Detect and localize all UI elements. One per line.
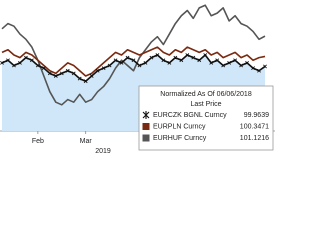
chart: 2019 FebMarAprMayNormalized As Of 06/06/… [0,4,275,155]
point-marker [89,74,94,78]
point-marker [113,58,118,63]
point-marker [203,53,208,57]
point-marker [119,60,124,65]
point-marker [53,74,58,78]
point-marker [12,63,16,68]
point-marker [6,58,10,63]
point-marker [215,58,220,63]
point-marker [101,66,106,71]
point-marker [125,55,130,60]
x-tick-label: Feb [32,138,44,145]
point-marker [239,63,244,68]
legend-swatch [142,111,150,119]
point-marker [131,58,136,63]
point-marker [47,71,52,76]
x-tick-label: Mar [80,138,93,145]
point-marker [185,53,190,57]
legend-swatch [142,123,150,130]
legend-swatch [142,134,150,142]
point-marker [137,63,142,68]
point-marker [77,76,82,81]
series-line [1,46,266,77]
point-marker [0,60,4,65]
point-marker [257,68,261,73]
point-marker [227,60,232,65]
point-marker [173,55,178,60]
legend-value: 99.9639 [244,112,269,119]
point-marker [179,58,184,63]
point-marker [161,58,166,63]
legend-label: EURCZK BGNL Curncy [153,112,227,119]
point-marker [107,63,112,68]
point-marker [191,55,196,60]
point-marker [197,58,202,63]
point-marker [167,60,172,65]
legend-value: 100.3471 [240,123,269,130]
legend-label: EURHUF Curncy [153,135,207,142]
point-marker [35,63,40,68]
legend-subtitle: Last Price [190,101,221,108]
point-marker [29,58,34,63]
point-marker [71,71,76,76]
point-marker [155,53,160,57]
point-marker [143,60,148,65]
legend-box [138,85,274,151]
legend-title: Normalized As Of 06/06/2018 [160,91,252,98]
point-marker [83,79,88,84]
point-marker [23,55,28,60]
point-marker [221,63,226,68]
point-marker [59,71,64,76]
point-marker [41,66,46,71]
legend-value: 101.1216 [240,135,269,142]
point-marker [18,60,22,65]
series-line [1,4,266,106]
legend-label: EURPLN Curncy [153,123,206,130]
point-marker [65,68,70,73]
point-marker [233,58,238,63]
x-axis-year: 2019 [95,148,111,155]
point-marker [263,64,267,69]
point-marker [209,60,214,65]
point-marker [149,55,154,60]
point-marker [95,68,100,73]
point-marker [251,66,255,71]
point-marker [245,60,249,65]
